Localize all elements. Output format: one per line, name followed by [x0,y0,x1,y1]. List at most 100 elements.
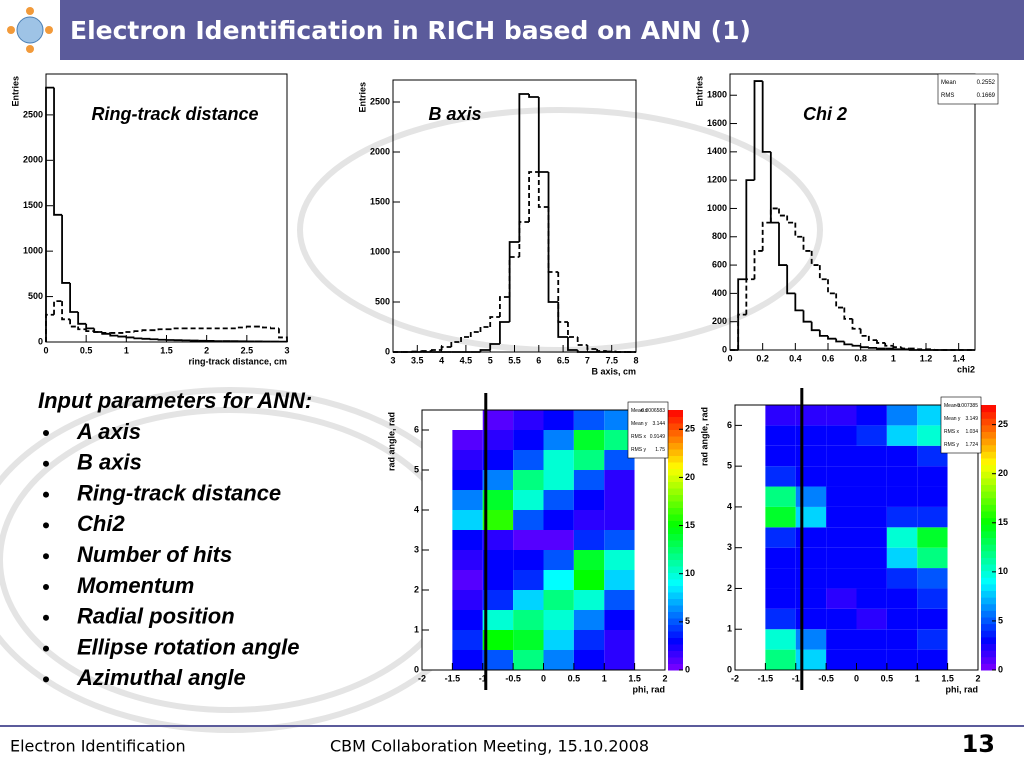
y-axis-title: rad angle, rad [386,412,396,471]
heatmap-cell [513,630,544,650]
histogram-bin [508,241,520,322]
colorbar-step [981,570,996,578]
stats-label: RMS y [944,442,960,448]
histogram-bin [141,329,151,332]
heatmap-cell [422,590,453,610]
colorbar-tick-label: 10 [998,566,1008,576]
heatmap-cell [826,486,857,507]
colorbar-step [981,458,996,466]
y-tick-label: 2000 [370,146,390,156]
histogram-bin [133,330,143,333]
histogram-bin [528,94,539,98]
histogram-bin [802,310,812,323]
histogram-bin [843,341,853,346]
heatmap-cell [604,550,635,570]
histogram-bin [278,328,288,342]
colorbar-step [668,520,683,528]
histogram-bin [745,278,755,315]
heatmap-cell [452,590,483,610]
heatmap-cell [573,450,605,470]
heatmap-cell [573,430,605,450]
y-tick-label: 1000 [370,246,390,256]
heatmap-cell [735,568,766,589]
heatmap-cell [573,590,605,610]
x-tick-label: 7 [585,355,590,365]
logo-core [16,16,44,44]
x-tick-label: 1.4 [952,353,965,363]
heatmap-cell [795,527,827,548]
x-tick-label: 0.5 [568,673,581,683]
x-tick-label: 7.5 [605,355,618,365]
heatmap-cell [422,490,453,510]
y-tick-label: 2 [727,583,732,593]
colorbar-step [981,617,996,625]
colorbar-step [981,650,996,658]
histogram-bin [827,279,837,295]
x-tick-label: 4.5 [460,355,473,365]
heatmap-cell [513,550,544,570]
colorbar-step [981,484,996,492]
colorbar-step [668,449,683,456]
colorbar-tick-label: 20 [685,472,695,482]
heatmap-cell [947,649,978,670]
heatmap-cell [482,450,514,470]
stats-label: Mean x [944,403,961,409]
colorbar-step [668,657,683,664]
x-tick-label: 0.2 [756,353,769,363]
colorbar-step [668,514,683,521]
heatmap-cell [856,547,887,569]
heatmap-cell [452,630,483,650]
heatmap-cell [422,550,453,570]
heatmap-cell [947,466,978,487]
bullet [43,491,49,498]
histogram-bin [876,340,886,344]
histogram-bin [508,256,520,297]
histogram-bin [460,336,471,342]
colorbar-tick-label: 25 [685,424,695,434]
histogram-bin [892,348,902,351]
heatmap-cell [917,405,948,426]
stats-value: 1.724 [965,442,978,448]
heatmap-cell [422,510,453,530]
heatmap-cell [513,410,544,430]
heatmap-cell [482,590,514,610]
histogram-bin [794,222,804,238]
x-tick-label: 0 [727,353,732,363]
histogram-bin [916,348,926,351]
heatmap-cell [573,490,605,510]
stats-value: -0.007385 [955,403,978,409]
y-tick-label: 4 [414,504,419,514]
histogram-bin [499,296,510,317]
histogram-bin [908,349,918,351]
heatmap-cell [795,608,827,630]
histogram-bin [133,337,143,340]
y-tick-label: 1000 [707,203,727,213]
heatmap-cell [765,547,796,569]
histogram-bin [77,312,87,325]
histogram-bin [745,179,755,280]
x-tick-label: 1 [891,353,896,363]
heatmap-cell [422,530,453,550]
heatmap-cell [795,405,827,426]
x-tick-label: 0.8 [854,353,867,363]
histogram-bin [794,293,804,312]
heatmap-cell [826,649,857,670]
histogram-bin [53,300,63,315]
x-tick-label: 0 [854,673,859,683]
heatmap-cell [422,470,453,490]
heatmap-cell [917,486,948,507]
x-tick-label: 0 [43,345,48,355]
stats-value: 3.144 [652,421,665,427]
heatmap-cell [886,506,918,528]
heatmap-cell [886,466,918,487]
heatmap-cell [482,510,514,530]
heatmap-cell [886,425,918,446]
x-tick-label: -0.5 [505,673,521,683]
chart-title: Ring-track distance [91,104,258,124]
heatmap-cell [452,570,483,590]
heatmap-cell [735,547,766,569]
colorbar-step [668,527,683,534]
histogram-bin [518,93,530,242]
heatmap-cell [735,527,766,548]
